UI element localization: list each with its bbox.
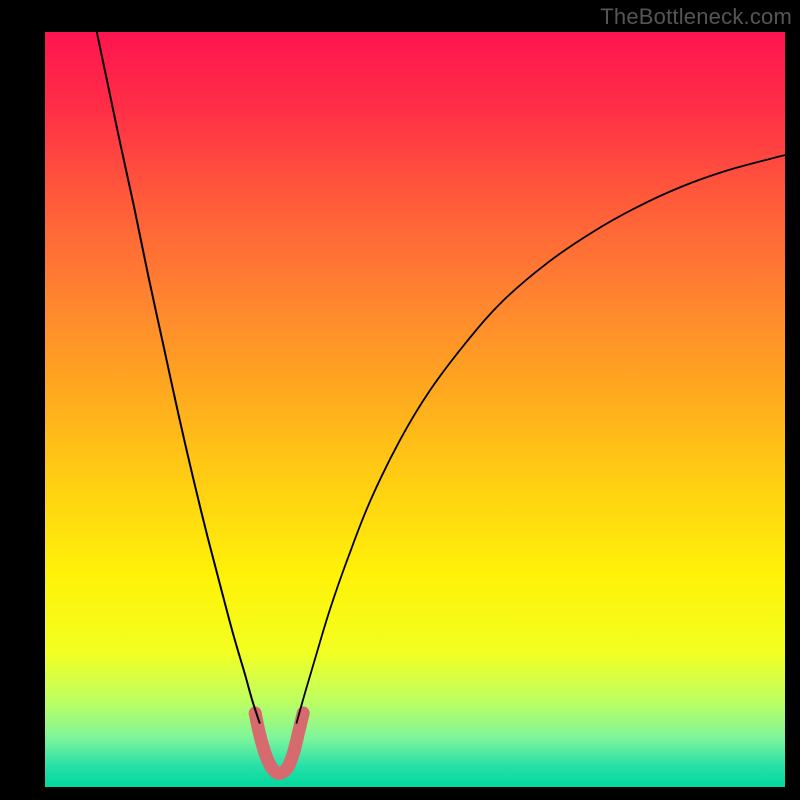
chart-root: TheBottleneck.com bbox=[0, 0, 800, 800]
curves-layer bbox=[45, 32, 785, 787]
left-curve bbox=[97, 32, 260, 723]
right-curve bbox=[297, 155, 785, 723]
plot-area bbox=[45, 32, 785, 787]
watermark-label: TheBottleneck.com bbox=[600, 4, 792, 30]
